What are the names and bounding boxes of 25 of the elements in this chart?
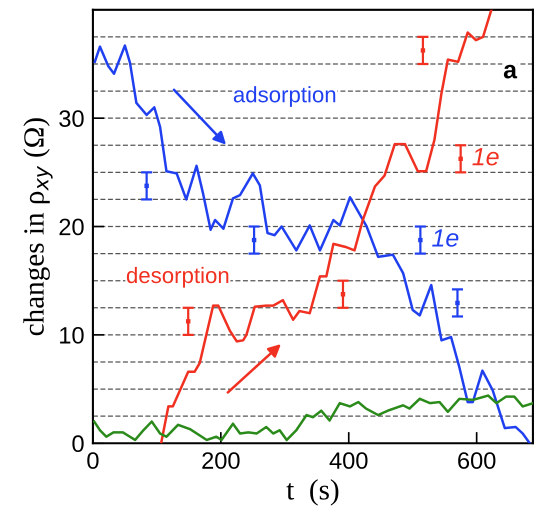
point	[455, 300, 460, 306]
x-axis-title: t (s)	[286, 479, 338, 506]
point	[418, 238, 423, 242]
line-series	[92, 394, 533, 442]
annotation: adsorption	[234, 86, 336, 107]
y-tick-label: 0	[72, 435, 84, 452]
annotation: a	[504, 64, 518, 78]
x-tick-label: 200	[202, 452, 240, 469]
line-series	[94, 44, 531, 444]
point	[144, 184, 149, 188]
y-tick-label: 30	[59, 110, 84, 127]
annotation: desorption	[126, 266, 228, 288]
x-tick-label: 400	[330, 452, 368, 469]
y-tick-label: 20	[60, 218, 84, 236]
point	[252, 238, 256, 242]
annotation: 1e	[472, 148, 499, 166]
annotation: 1e	[432, 229, 458, 247]
x-tick-label: 600	[458, 452, 496, 469]
x-tick-label: 0	[87, 452, 99, 469]
point	[420, 48, 426, 53]
point	[340, 292, 346, 296]
y-axis-title: changes in ρ$_{xy}$ (Ω)	[23, 118, 53, 336]
point	[186, 319, 190, 324]
point	[458, 156, 463, 162]
y-tick-label: 10	[60, 326, 84, 344]
